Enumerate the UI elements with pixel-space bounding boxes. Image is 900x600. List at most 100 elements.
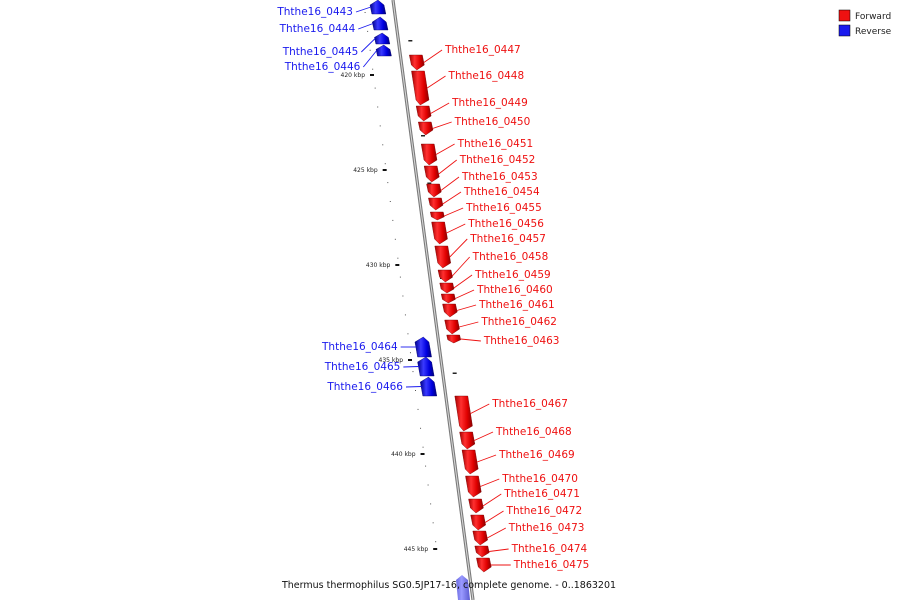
minor-tick bbox=[392, 219, 394, 221]
gene-arrow-forward[interactable] bbox=[454, 395, 473, 432]
gene-leader-line bbox=[482, 493, 502, 507]
gene-arrow-forward[interactable] bbox=[476, 557, 492, 573]
minor-tick bbox=[387, 182, 389, 184]
gene-label[interactable]: Ththe16_0456 bbox=[467, 218, 544, 230]
gene-arrow-reverse[interactable] bbox=[420, 376, 438, 397]
gene-label[interactable]: Ththe16_0474 bbox=[511, 543, 588, 555]
gene-label[interactable]: Ththe16_0467 bbox=[491, 398, 568, 410]
gene-arrow-forward[interactable] bbox=[461, 449, 479, 475]
gene-label[interactable]: Ththe16_0446 bbox=[284, 61, 361, 73]
gene-arrow-forward[interactable] bbox=[418, 121, 434, 136]
minor-tick bbox=[432, 522, 434, 524]
gene-label[interactable]: Ththe16_0463 bbox=[483, 335, 560, 347]
gene-arrow-forward[interactable] bbox=[440, 293, 456, 304]
gene-arrow-forward[interactable] bbox=[411, 70, 430, 106]
gene-arrow-forward[interactable] bbox=[428, 197, 444, 211]
gene-arrow-forward[interactable] bbox=[409, 54, 425, 71]
gene-arrow-forward[interactable] bbox=[465, 475, 482, 498]
gene-leader-line bbox=[456, 304, 477, 311]
gene-label[interactable]: Ththe16_0443 bbox=[276, 6, 353, 18]
gene-arrow-reverse[interactable] bbox=[374, 32, 391, 45]
right-tick bbox=[408, 40, 413, 42]
gene-arrow-forward[interactable] bbox=[468, 498, 484, 514]
gene-label[interactable]: Ththe16_0469 bbox=[498, 449, 575, 461]
gene-label[interactable]: Ththe16_0451 bbox=[457, 138, 534, 150]
gene-arrow-forward[interactable] bbox=[459, 431, 476, 450]
gene-arrow-reverse[interactable] bbox=[414, 336, 432, 358]
gene-arrow-reverse[interactable] bbox=[372, 16, 389, 31]
gene-label[interactable]: Ththe16_0455 bbox=[465, 202, 542, 214]
gene-leader-line bbox=[476, 454, 497, 463]
gene-arrow-forward[interactable] bbox=[439, 282, 455, 294]
gene-leader-line bbox=[423, 49, 443, 63]
gene-label[interactable]: Ththe16_0475 bbox=[513, 559, 590, 571]
gene-arrow-forward[interactable] bbox=[434, 245, 451, 269]
gene-arrow-forward[interactable] bbox=[437, 269, 453, 283]
gene-label[interactable]: Ththe16_0466 bbox=[326, 381, 403, 393]
gene-arrow-forward[interactable] bbox=[446, 334, 461, 344]
gene-label[interactable]: Ththe16_0468 bbox=[495, 426, 572, 438]
gene-label[interactable]: Ththe16_0445 bbox=[282, 46, 359, 58]
minor-tick bbox=[412, 371, 414, 373]
minor-tick bbox=[415, 390, 416, 391]
scale-label: 430 kbp bbox=[366, 262, 391, 269]
gene-label[interactable]: Ththe16_0471 bbox=[503, 488, 580, 500]
gene-label[interactable]: Ththe16_0472 bbox=[506, 505, 583, 517]
gene-leader-line bbox=[403, 366, 419, 368]
minor-tick bbox=[394, 238, 396, 240]
gene-arrow-forward[interactable] bbox=[415, 105, 432, 122]
gene-leader-line bbox=[438, 159, 458, 175]
gene-arrow-forward[interactable] bbox=[426, 183, 442, 198]
gene-arrow-forward[interactable] bbox=[430, 211, 445, 221]
legend-reverse-label: Reverse bbox=[855, 27, 892, 37]
gene-arrow-forward[interactable] bbox=[442, 303, 458, 318]
strand-legend: Forward Reverse bbox=[838, 9, 892, 37]
gene-arrow-reverse[interactable] bbox=[417, 356, 435, 377]
gene-leader-line bbox=[446, 223, 466, 234]
gene-arrow-forward[interactable] bbox=[472, 530, 488, 546]
gene-arrow-reverse[interactable] bbox=[369, 0, 387, 15]
gene-label[interactable]: Ththe16_0444 bbox=[279, 23, 356, 35]
scale-labels: 420 kbp 425 kbp 430 kbp 435 kbp 440 kbp 445 k… bbox=[341, 72, 429, 553]
gene-leader-line bbox=[355, 6, 372, 13]
gene-label[interactable]: Ththe16_0454 bbox=[463, 186, 540, 198]
scale-label: 420 kbp bbox=[341, 72, 366, 79]
gene-leader-line bbox=[432, 121, 452, 129]
gene-label[interactable]: Ththe16_0458 bbox=[472, 251, 549, 263]
minor-tick bbox=[402, 295, 404, 297]
gene-label[interactable]: Ththe16_0465 bbox=[324, 361, 401, 373]
minor-tick bbox=[372, 68, 374, 70]
gene-label[interactable]: Ththe16_0452 bbox=[459, 154, 536, 166]
gene-label[interactable]: Ththe16_0464 bbox=[321, 341, 398, 353]
gene-arrow-forward[interactable] bbox=[431, 221, 448, 245]
gene-leader-line bbox=[458, 321, 479, 328]
minor-tick bbox=[404, 314, 406, 316]
gene-label[interactable]: Ththe16_0461 bbox=[478, 299, 555, 311]
gene-label[interactable]: Ththe16_0448 bbox=[448, 70, 525, 82]
gene-label[interactable]: Ththe16_0447 bbox=[444, 44, 521, 56]
gene-arrow-forward[interactable] bbox=[470, 514, 486, 531]
right-tick bbox=[427, 182, 432, 184]
gene-arrow-forward[interactable] bbox=[474, 545, 490, 558]
minor-tick bbox=[430, 503, 432, 505]
gene-leader-line bbox=[451, 256, 470, 277]
gene-label[interactable]: Ththe16_0470 bbox=[501, 473, 578, 485]
gene-arrow-reverse[interactable] bbox=[375, 44, 392, 57]
gene-arrow-forward[interactable] bbox=[420, 143, 438, 166]
gene-label[interactable]: Ththe16_0459 bbox=[474, 269, 551, 281]
gene-label[interactable]: Ththe16_0450 bbox=[454, 116, 531, 128]
gene-label[interactable]: Ththe16_0462 bbox=[480, 316, 557, 328]
gene-arrow-forward[interactable] bbox=[444, 319, 460, 335]
gene-label[interactable]: Ththe16_0460 bbox=[476, 284, 553, 296]
major-tick bbox=[433, 548, 438, 550]
major-tick bbox=[382, 169, 387, 171]
gene-arrow-forward[interactable] bbox=[423, 165, 440, 183]
gene-label[interactable]: Ththe16_0449 bbox=[451, 97, 528, 109]
gene-label[interactable]: Ththe16_0457 bbox=[469, 233, 546, 245]
gene-label[interactable]: Ththe16_0453 bbox=[461, 171, 538, 183]
gene-label[interactable]: Ththe16_0473 bbox=[508, 522, 585, 534]
gene-leader-line bbox=[430, 102, 450, 114]
gene-leader-line bbox=[358, 23, 374, 30]
gene-leader-line bbox=[362, 50, 378, 68]
